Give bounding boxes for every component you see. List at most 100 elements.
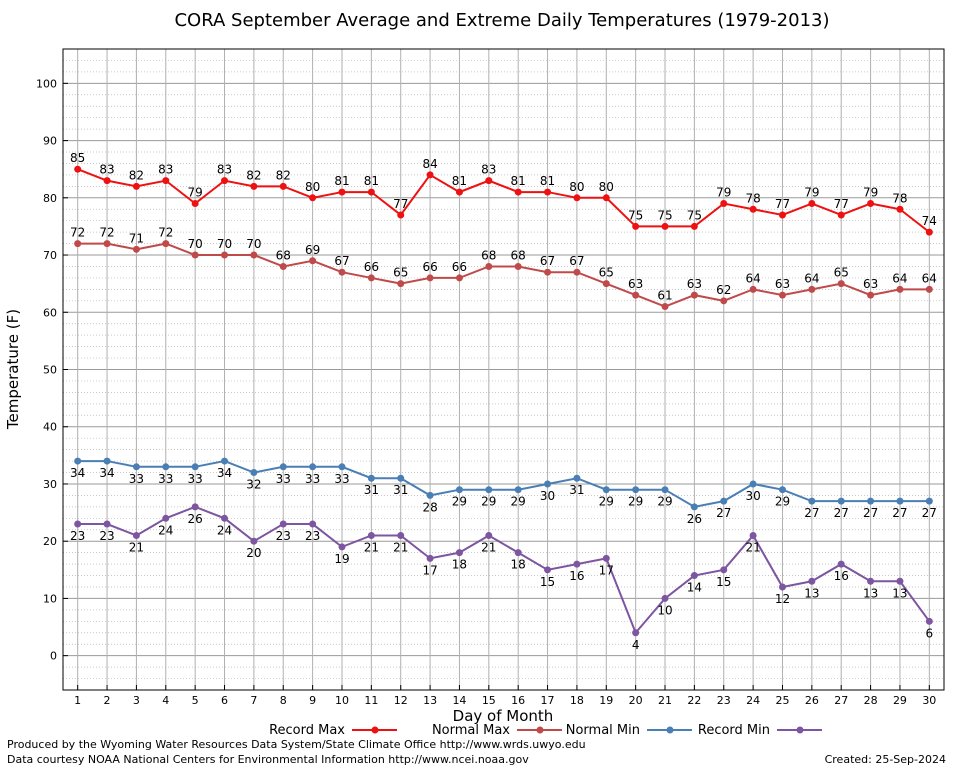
y-tick-label: 50 <box>43 364 57 377</box>
data-point-normal-min <box>514 486 522 494</box>
x-tick-label: 21 <box>658 694 672 707</box>
legend-label-normal-min: Normal Min <box>566 723 640 738</box>
data-label-record-min: 13 <box>863 586 878 600</box>
data-point-record-max <box>103 177 111 185</box>
legend-label-record-min: Record Min <box>698 723 770 738</box>
y-tick-label: 80 <box>43 192 57 205</box>
data-label-record-max: 83 <box>158 163 173 177</box>
data-point-record-max <box>250 182 258 190</box>
data-label-record-min: 17 <box>599 563 614 577</box>
data-point-record-max <box>514 188 522 196</box>
data-point-record-max <box>367 188 375 196</box>
data-label-normal-min: 33 <box>334 472 349 486</box>
legend-label-record-max: Record Max <box>269 723 345 738</box>
data-label-record-max: 75 <box>687 208 702 222</box>
data-point-normal-min <box>749 480 757 488</box>
data-point-record-max <box>573 194 581 202</box>
data-point-normal-min <box>896 497 904 505</box>
data-label-normal-min: 33 <box>276 472 291 486</box>
data-label-record-min: 14 <box>687 581 702 595</box>
data-label-record-min: 13 <box>804 586 819 600</box>
data-point-normal-max <box>602 280 610 288</box>
x-tick-label: 6 <box>221 694 228 707</box>
data-label-normal-max: 67 <box>334 254 349 268</box>
data-point-record-min <box>426 554 434 562</box>
series-record-min: 23 23 21 24 26 24 20 23 23 19 21 21 17 18 21 18 15 16 17 4 1… <box>70 503 933 652</box>
x-tick-label: 20 <box>629 694 643 707</box>
data-point-normal-max <box>661 303 669 311</box>
data-point-normal-min <box>221 457 229 465</box>
x-tick-label: 30 <box>922 694 936 707</box>
data-label-record-min: 23 <box>276 529 291 543</box>
data-label-normal-min: 29 <box>511 495 526 509</box>
data-label-normal-max: 61 <box>657 289 672 303</box>
data-label-record-max: 82 <box>276 168 291 182</box>
legend-marker-record-min <box>796 726 804 734</box>
data-point-normal-min <box>132 463 140 471</box>
data-label-normal-max: 70 <box>188 237 203 251</box>
legend-marker-normal-min <box>666 726 674 734</box>
y-tick-label: 20 <box>43 535 57 548</box>
data-point-record-max <box>544 188 552 196</box>
data-label-record-min: 20 <box>246 546 261 560</box>
data-point-record-min <box>279 520 287 528</box>
legend: Record Max Normal Max Normal Min Record Min <box>269 723 822 738</box>
data-label-record-max: 79 <box>863 186 878 200</box>
data-label-normal-max: 63 <box>863 277 878 291</box>
series-line-normal-min <box>77 460 930 508</box>
data-label-record-max: 82 <box>129 168 144 182</box>
data-point-normal-max <box>426 274 434 282</box>
x-tick-label: 29 <box>893 694 907 707</box>
data-point-record-max <box>896 205 904 213</box>
data-point-record-min <box>720 566 728 574</box>
y-tick-label: 40 <box>43 421 57 434</box>
data-label-normal-min: 31 <box>364 483 379 497</box>
data-label-record-min: 16 <box>569 569 584 583</box>
data-label-record-min: 17 <box>422 563 437 577</box>
data-label-record-min: 13 <box>892 586 907 600</box>
data-label-normal-max: 70 <box>246 237 261 251</box>
data-label-normal-min: 32 <box>246 478 261 492</box>
data-label-normal-min: 31 <box>393 483 408 497</box>
data-point-normal-max <box>632 291 640 299</box>
data-point-record-min <box>925 617 933 625</box>
data-point-normal-max <box>573 268 581 276</box>
data-label-record-min: 15 <box>540 575 555 589</box>
data-point-record-min <box>867 577 875 585</box>
data-label-normal-min: 27 <box>922 506 937 520</box>
data-label-record-max: 78 <box>892 191 907 205</box>
data-point-normal-min <box>338 463 346 471</box>
data-point-normal-min <box>632 486 640 494</box>
data-label-record-max: 81 <box>364 174 379 188</box>
data-label-normal-min: 29 <box>599 495 614 509</box>
data-point-normal-min <box>661 486 669 494</box>
data-label-record-max: 79 <box>716 186 731 200</box>
data-label-normal-max: 69 <box>305 243 320 257</box>
x-tick-label: 11 <box>364 694 378 707</box>
data-point-normal-max <box>367 274 375 282</box>
data-point-normal-max <box>720 297 728 305</box>
data-label-normal-min: 27 <box>716 506 731 520</box>
data-point-normal-min <box>720 497 728 505</box>
data-point-normal-min <box>485 486 493 494</box>
data-point-record-min <box>455 549 463 557</box>
data-point-normal-max <box>485 262 493 270</box>
data-label-record-min: 12 <box>775 592 790 606</box>
data-label-normal-min: 29 <box>628 495 643 509</box>
data-point-record-min <box>162 514 170 522</box>
data-point-normal-max <box>837 280 845 288</box>
data-point-record-max <box>632 222 640 230</box>
data-point-normal-min <box>837 497 845 505</box>
data-point-record-max <box>925 228 933 236</box>
data-point-record-min <box>602 554 610 562</box>
data-label-normal-min: 33 <box>188 472 203 486</box>
data-label-normal-min: 27 <box>804 506 819 520</box>
data-label-normal-min: 29 <box>452 495 467 509</box>
data-label-record-min: 18 <box>511 558 526 572</box>
y-tick-label: 90 <box>43 135 57 148</box>
data-label-record-max: 81 <box>540 174 555 188</box>
y-tick-label: 10 <box>43 592 57 605</box>
x-tick-label: 19 <box>599 694 613 707</box>
data-point-normal-min <box>426 491 434 499</box>
data-label-record-min: 23 <box>99 529 114 543</box>
